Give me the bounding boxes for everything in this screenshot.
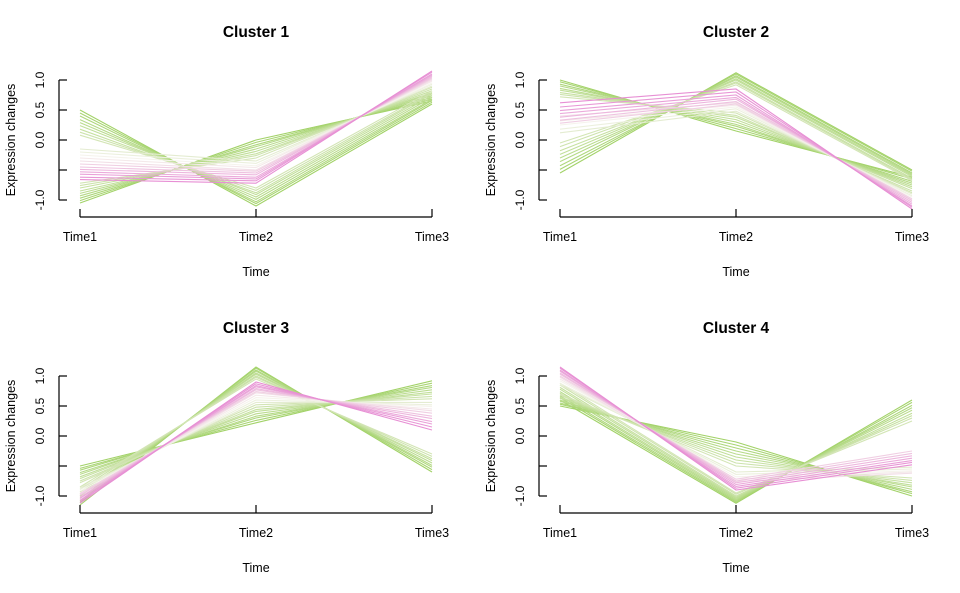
expression-line	[559, 81, 913, 180]
y-tick-label: 1.0	[33, 71, 47, 88]
expression-line	[79, 93, 433, 194]
expression-line	[79, 74, 433, 178]
panel-cluster-3: Cluster 3 -1.0 0.0 0.5 1.0 Expression changes…	[0, 296, 480, 593]
expression-line	[559, 78, 913, 176]
y-axis-label: Expression changes	[4, 380, 18, 493]
expression-line	[79, 378, 433, 488]
expression-line	[79, 80, 433, 169]
panel-title: Cluster 2	[703, 24, 769, 41]
y-tick-label: 1.0	[33, 367, 47, 384]
y-tick-label: 0.0	[33, 131, 47, 148]
y-tick-label: -1.0	[33, 189, 47, 210]
y-axis-label: Expression changes	[4, 84, 18, 197]
cluster-3-chart: Cluster 3 -1.0 0.0 0.5 1.0 Expression changes…	[4, 320, 449, 575]
expression-line	[79, 71, 433, 182]
expression-line	[559, 367, 913, 489]
y-tick-label: 0.5	[33, 101, 47, 118]
expression-line	[559, 386, 913, 497]
panel-title: Cluster 4	[703, 320, 770, 337]
x-axis-label: Time	[722, 561, 749, 575]
expression-line	[559, 395, 913, 502]
expression-line	[79, 389, 433, 496]
x-tick-label: Time2	[239, 526, 273, 540]
expression-line	[79, 95, 433, 196]
expression-line	[559, 81, 913, 179]
x-tick-label: Time3	[415, 526, 449, 540]
y-tick-label: 0.0	[33, 427, 47, 444]
cluster-1-chart: Cluster 1 -1.0 0.0 0.5 1.0 Expression changes…	[4, 24, 449, 279]
expression-line	[79, 386, 433, 499]
cluster-2-chart: Cluster 2 -1.0 0.0 0.5 1.0 Expression changes…	[484, 24, 929, 279]
expression-line	[559, 399, 913, 504]
panel-title: Cluster 3	[223, 320, 290, 337]
expression-line	[559, 391, 913, 500]
x-axis-label: Time	[242, 265, 269, 279]
expression-line	[79, 391, 433, 478]
x-tick-label: Time2	[239, 230, 273, 244]
y-tick-label: 0.5	[33, 397, 47, 414]
expression-line	[559, 79, 913, 178]
x-tick-label: Time1	[543, 526, 577, 540]
x-tick-label: Time2	[719, 526, 753, 540]
expression-line	[559, 92, 913, 190]
x-tick-label: Time3	[895, 526, 929, 540]
expression-line	[559, 75, 913, 174]
expression-line	[79, 393, 433, 480]
panel-title: Cluster 1	[223, 24, 290, 41]
y-tick-label: 1.0	[513, 367, 527, 384]
expression-line	[559, 73, 913, 172]
expression-line	[559, 72, 913, 174]
expression-line	[79, 70, 433, 184]
panel-cluster-1: Cluster 1 -1.0 0.0 0.5 1.0 Expression changes…	[0, 0, 480, 296]
expression-line	[79, 383, 433, 502]
y-tick-label: -1.0	[513, 485, 527, 506]
expression-line	[79, 375, 433, 493]
expression-line	[79, 380, 433, 467]
x-tick-label: Time1	[63, 230, 97, 244]
y-tick-label: -1.0	[513, 189, 527, 210]
y-tick-label: 0.0	[513, 131, 527, 148]
expression-line	[559, 376, 913, 483]
expression-line	[79, 99, 433, 203]
x-axis-label: Time	[722, 265, 749, 279]
y-tick-label: 0.0	[513, 427, 527, 444]
expression-line	[559, 366, 913, 491]
expression-line	[559, 397, 913, 503]
x-tick-label: Time2	[719, 230, 753, 244]
y-tick-label: 1.0	[513, 71, 527, 88]
panel-cluster-4: Cluster 4 -1.0 0.0 0.5 1.0 Expression changes…	[480, 296, 960, 593]
expression-line	[559, 392, 913, 501]
expression-line	[79, 398, 433, 484]
y-tick-label: 0.5	[513, 101, 527, 118]
expression-line	[559, 388, 913, 498]
y-axis-label: Expression changes	[484, 84, 498, 197]
expression-line	[79, 92, 433, 191]
y-tick-label: -1.0	[33, 485, 47, 506]
expression-line	[559, 84, 913, 182]
expression-line	[559, 382, 913, 494]
cluster-4-chart: Cluster 4 -1.0 0.0 0.5 1.0 Expression changes…	[484, 320, 929, 575]
y-axis-label: Expression changes	[484, 380, 498, 493]
expression-line	[79, 96, 433, 198]
expression-line	[559, 384, 913, 495]
expression-line	[79, 381, 433, 504]
x-tick-label: Time3	[895, 230, 929, 244]
x-tick-label: Time3	[415, 230, 449, 244]
x-tick-label: Time1	[63, 526, 97, 540]
expression-line	[79, 103, 433, 207]
y-tick-label: 0.5	[513, 397, 527, 414]
expression-line	[79, 98, 433, 201]
expression-line	[559, 76, 913, 175]
x-tick-label: Time1	[543, 230, 577, 244]
expression-line	[79, 101, 433, 205]
expression-line	[559, 88, 913, 210]
expression-line	[79, 376, 433, 490]
x-axis-label: Time	[242, 561, 269, 575]
panel-cluster-2: Cluster 2 -1.0 0.0 0.5 1.0 Expression changes…	[480, 0, 960, 296]
expression-line	[79, 90, 433, 189]
